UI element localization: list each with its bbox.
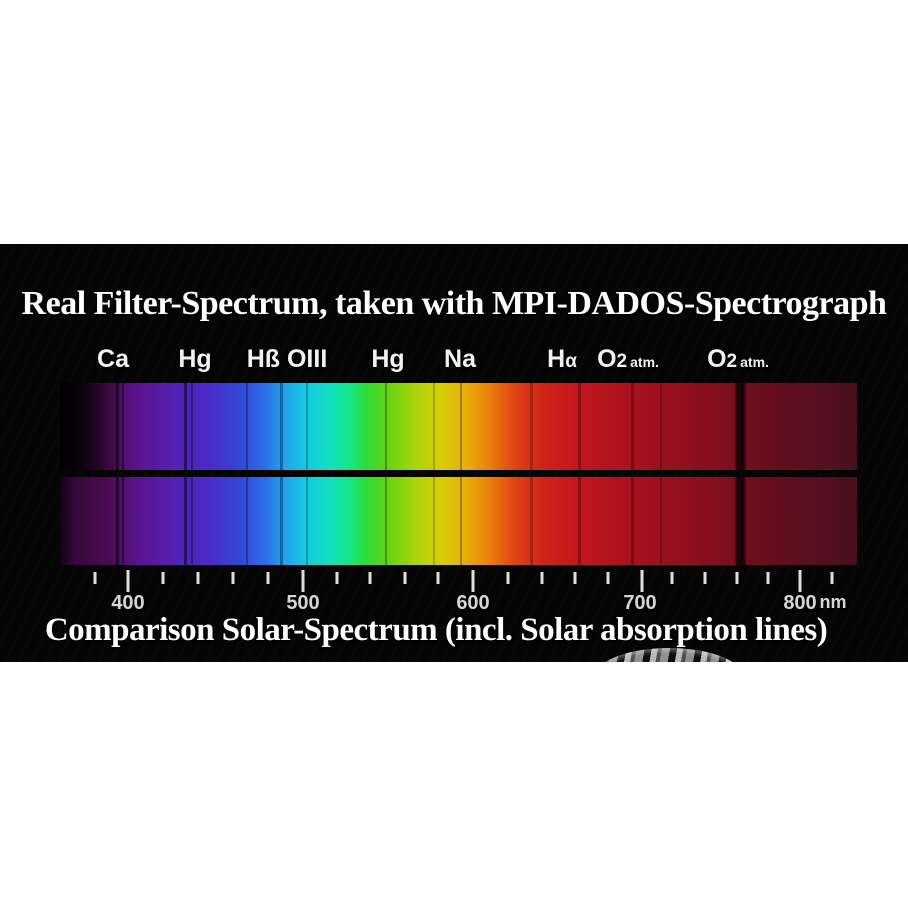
element-label-suffix: atm.	[630, 354, 659, 370]
absorption-line	[191, 383, 193, 470]
minor-tick	[670, 572, 674, 584]
minor-tick	[231, 572, 235, 584]
wavelength-label-600: 600	[456, 592, 490, 614]
absorption-line	[246, 383, 248, 470]
absorption-line	[433, 383, 435, 470]
major-tick	[471, 570, 475, 592]
wavelength-label-400: 400	[111, 592, 145, 614]
minor-tick	[266, 572, 270, 584]
minor-tick	[196, 572, 200, 584]
absorption-line	[660, 383, 662, 470]
minor-tick	[540, 572, 544, 584]
absorption-line	[460, 477, 462, 565]
element-label-hg: Hg	[371, 344, 404, 374]
element-label-text: H	[547, 345, 566, 373]
absorption-line	[578, 477, 581, 565]
wavelength-ruler	[0, 570, 908, 594]
minor-tick	[506, 572, 510, 584]
minor-tick	[436, 572, 440, 584]
minor-tick	[161, 572, 165, 584]
absorption-line	[116, 383, 119, 470]
minor-tick	[606, 572, 610, 584]
element-label-text: Na	[444, 345, 476, 373]
element-label-text: O	[707, 345, 727, 373]
absorption-line	[306, 477, 308, 565]
element-label-h-: Hα	[547, 344, 577, 377]
major-tick	[301, 570, 305, 592]
absorption-line	[116, 477, 119, 565]
element-label-sub: α	[565, 351, 577, 372]
minor-tick	[766, 572, 770, 584]
absorption-line	[184, 383, 187, 470]
absorption-line	[660, 477, 662, 565]
wavelength-labels: 400 500 600 700 800 nm	[0, 592, 908, 616]
wavelength-label-500: 500	[286, 592, 320, 614]
minor-tick	[703, 572, 707, 584]
absorption-line	[631, 383, 634, 470]
absorption-line	[122, 477, 124, 565]
minor-tick	[403, 572, 407, 584]
element-label-text: Hg	[371, 345, 405, 373]
major-tick	[126, 570, 130, 592]
element-label-o2: O2 atm.	[597, 344, 659, 377]
element-label-hg: Hg	[178, 344, 211, 374]
absorption-line	[433, 477, 435, 565]
minor-tick	[735, 572, 739, 584]
element-label-h-oiii: Hß OIII	[247, 344, 328, 374]
wavelength-label-nm: nm	[819, 592, 847, 612]
element-label-suffix: atm.	[740, 354, 769, 370]
wavelength-label-800: 800	[783, 592, 817, 614]
minor-tick	[368, 572, 372, 584]
absorption-line	[280, 383, 283, 470]
spectrum-band-upper	[60, 383, 857, 470]
absorption-line	[122, 383, 124, 470]
minor-tick	[335, 572, 339, 584]
absorption-line	[385, 477, 387, 565]
element-label-text: O	[597, 345, 617, 373]
absorption-line	[578, 383, 581, 470]
minor-tick	[93, 572, 97, 584]
element-label-o2: O2 atm.	[707, 344, 769, 377]
spectrum-band-lower	[60, 477, 857, 565]
absorption-line	[184, 477, 187, 565]
globe-image	[594, 648, 744, 662]
minor-tick	[830, 572, 834, 584]
element-label-sub: 2	[616, 351, 628, 372]
element-label-text: Hg	[178, 345, 212, 373]
absorption-line	[191, 477, 193, 565]
wavelength-label-700: 700	[623, 592, 657, 614]
major-tick	[640, 570, 644, 592]
absorption-line	[530, 383, 533, 470]
absorption-line	[460, 383, 462, 470]
absorption-line	[280, 477, 283, 565]
element-label-ca: Ca	[97, 344, 129, 374]
element-label-text: Ca	[97, 345, 129, 373]
element-label-text: Hß OIII	[246, 345, 328, 373]
absorption-line	[246, 477, 248, 565]
panel-title: Real Filter-Spectrum, taken with MPI-DAD…	[21, 285, 887, 322]
absorption-line	[631, 477, 634, 565]
absorption-line	[530, 477, 533, 565]
spectrum-panel: Real Filter-Spectrum, taken with MPI-DAD…	[0, 244, 908, 662]
element-label-sub: 2	[726, 351, 738, 372]
major-tick	[798, 570, 802, 592]
element-label-na: Na	[444, 344, 476, 374]
absorption-line	[385, 383, 387, 470]
panel-caption: Comparison Solar-Spectrum (incl. Solar a…	[44, 612, 828, 648]
minor-tick	[573, 572, 577, 584]
absorption-line	[306, 383, 308, 470]
